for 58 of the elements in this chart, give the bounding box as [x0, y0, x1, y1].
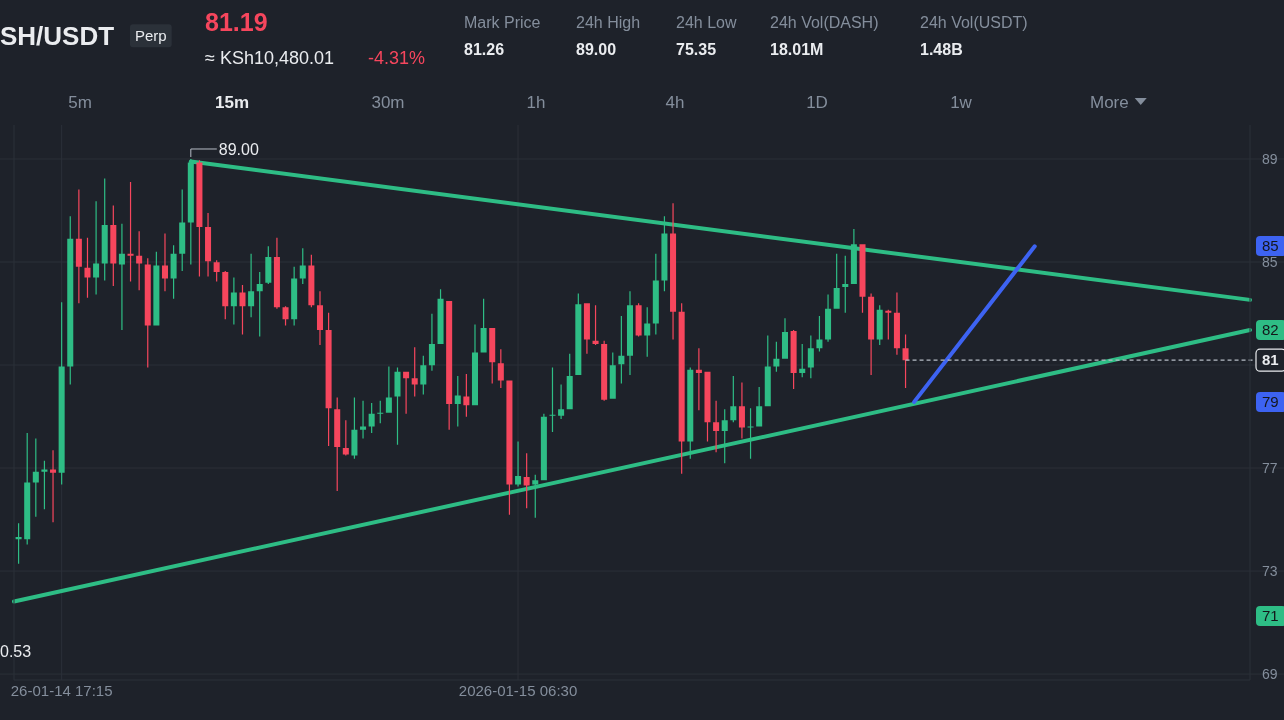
candlestick	[50, 450, 57, 523]
y-tick-label: 69	[1262, 665, 1278, 682]
candlestick	[515, 441, 522, 487]
candlestick	[626, 291, 633, 376]
candlestick	[471, 324, 478, 406]
text: 71	[1262, 607, 1279, 625]
candlestick	[394, 367, 401, 445]
annotation: 89.00	[218, 140, 259, 158]
candlestick	[118, 223, 125, 330]
text: 30m	[371, 92, 405, 112]
text: Mark Price	[464, 13, 541, 31]
candlestick	[428, 313, 435, 371]
annotation: 0.53	[0, 642, 32, 660]
text: 75.35	[676, 40, 717, 58]
candlestick	[316, 291, 323, 345]
text: -4.31%	[368, 48, 426, 69]
candlestick	[704, 371, 711, 442]
text: 24h Low	[676, 13, 737, 31]
text: 1h	[526, 92, 546, 112]
text: 24h Vol(USDT)	[920, 13, 1028, 31]
candlestick	[859, 244, 866, 313]
y-tick-label: 89	[1262, 150, 1278, 167]
text: ≈ KSh10,480.01	[205, 48, 334, 69]
y-tick-label: 73	[1262, 562, 1278, 579]
text: Perp	[135, 27, 167, 45]
text: 79	[1262, 393, 1279, 411]
candlestick	[583, 303, 590, 354]
annotation: 82	[1262, 321, 1279, 339]
text: 81.19	[205, 7, 268, 36]
candlestick	[248, 253, 255, 318]
y-tick-label: 77	[1262, 459, 1278, 476]
chart-title: SH/USDT	[0, 21, 115, 52]
text: 1D	[806, 92, 828, 112]
text: 18.01M	[770, 40, 824, 58]
candlestick	[893, 292, 900, 355]
text: 4h	[665, 92, 685, 112]
text: 1w	[950, 92, 973, 112]
y-tick-label: 85	[1262, 253, 1278, 270]
ref-line-label: 81	[1262, 351, 1279, 369]
text: 24h High	[576, 13, 641, 31]
candlestick	[360, 400, 367, 439]
text: 24h Vol(DASH)	[770, 13, 879, 31]
candlestick	[205, 213, 212, 277]
x-tick-label: 26-01-14 17:15	[10, 682, 113, 699]
text: 1.48B	[920, 40, 963, 58]
text: More	[1090, 92, 1129, 112]
candlestick	[738, 382, 745, 439]
candlestick	[781, 318, 789, 359]
text: 5m	[68, 92, 92, 112]
candlestick	[403, 371, 410, 414]
text: 89.00	[576, 40, 617, 58]
candlestick	[825, 294, 832, 342]
text: 81.26	[464, 40, 505, 58]
x-tick-label: 2026-01-15 06:30	[458, 682, 578, 699]
candlestick	[161, 233, 168, 292]
candlestick	[670, 203, 677, 340]
text: 15m	[214, 92, 250, 112]
candlestick	[93, 201, 100, 295]
